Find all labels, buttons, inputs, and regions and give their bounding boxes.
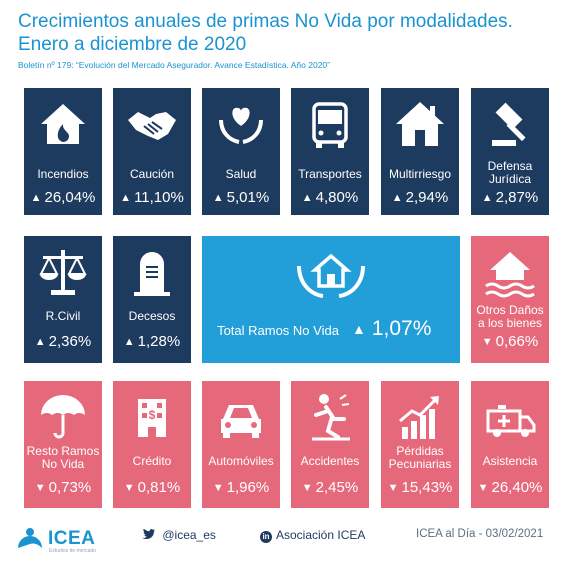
- arrow-up-icon: ▲: [120, 192, 132, 204]
- tile-accidentes: Accidentes ▼ 2,45%: [291, 381, 369, 508]
- bank-building-icon: $: [113, 389, 191, 447]
- flood-house-icon: [471, 244, 549, 302]
- tile-asistencia: Asistencia ▼ 26,40%: [471, 381, 549, 508]
- tile-value: ▼ 2,45%: [301, 479, 359, 496]
- tile-credito: $ Crédito ▼ 0,81%: [113, 381, 191, 508]
- tile-automoviles: Automóviles ▼ 1,96%: [202, 381, 280, 508]
- tile-otros-danos: Otros Daños a los bienes ▼ 0,66%: [471, 236, 549, 363]
- tile-perdidas-pecuniarias: Pérdidas Pecuniarias ▼ 15,43%: [381, 381, 459, 508]
- tile-value: ▼ 0,73%: [34, 479, 92, 496]
- tile-label: Crédito: [132, 454, 172, 468]
- tile-value: ▲ 11,10%: [120, 189, 184, 206]
- scales-icon: [24, 244, 102, 302]
- arrow-up-icon: ▲: [212, 192, 224, 204]
- arrow-up-icon: ▲: [123, 336, 135, 348]
- twitter-handle[interactable]: @icea_es: [142, 528, 216, 542]
- hands-heart-icon: [202, 96, 280, 154]
- tile-decesos: Decesos ▲ 1,28%: [113, 236, 191, 363]
- tile-label: Resto Ramos No Vida: [26, 444, 100, 471]
- tile-value: ▼ 0,81%: [123, 479, 181, 496]
- tile-label: Pérdidas Pecuniarias: [388, 444, 452, 471]
- tombstone-icon: [113, 244, 191, 302]
- arrow-up-icon: ▲: [34, 336, 46, 348]
- tile-label: Decesos: [128, 309, 176, 323]
- tile-transportes: Transportes ▲ 4,80%: [291, 88, 369, 215]
- ambulance-icon: [471, 389, 549, 447]
- arrow-down-icon: ▼: [123, 482, 135, 494]
- tile-value: ▼ 15,43%: [387, 479, 453, 496]
- tile-value: ▲ 2,87%: [481, 189, 539, 206]
- tile-total-ramos-no-vida: Total Ramos No Vida ▲ 1,07%: [202, 236, 460, 363]
- tile-caucion: Caución ▲ 11,10%: [113, 88, 191, 215]
- tile-multirriesgo: Multirriesgo ▲ 2,94%: [381, 88, 459, 215]
- tile-incendios: Incendios ▲ 26,04%: [24, 88, 102, 215]
- gavel-icon: [471, 96, 549, 154]
- arrow-up-icon: ▲: [391, 192, 403, 204]
- tile-value: ▲ 2,36%: [34, 333, 92, 350]
- tile-value: ▲ 4,80%: [301, 189, 359, 206]
- linkedin-link[interactable]: in Asociación ICEA: [260, 528, 365, 543]
- tile-value: ▲ 2,94%: [391, 189, 449, 206]
- page-title: Crecimientos anuales de primas No Vida p…: [18, 10, 558, 56]
- twitter-icon: [142, 528, 158, 542]
- tile-label: Otros Daños a los bienes: [476, 303, 544, 330]
- tile-salud: Salud ▲ 5,01%: [202, 88, 280, 215]
- linkedin-icon: in: [260, 531, 272, 543]
- tile-value: ▼ 1,96%: [212, 479, 270, 496]
- arrow-down-icon: ▼: [301, 482, 313, 494]
- car-icon: [202, 389, 280, 447]
- arrow-down-icon: ▼: [477, 482, 489, 494]
- icea-logo-icon: [14, 522, 46, 559]
- icea-logo-text: ICEA: [48, 528, 96, 549]
- arrow-down-icon: ▼: [34, 482, 46, 494]
- footer-date: ICEA al Día - 03/02/2021: [416, 528, 544, 540]
- tile-value: ▲ 1,28%: [123, 333, 181, 350]
- arrow-up-icon: ▲: [30, 192, 42, 204]
- house-icon: [381, 96, 459, 154]
- arrow-up-icon: ▲: [352, 321, 366, 337]
- tile-value: ▲ 1,07%: [352, 317, 432, 340]
- tile-label: Defensa Jurídica: [487, 159, 533, 186]
- page-subtitle: Boletín nº 179: “Evolución del Mercado A…: [18, 60, 330, 70]
- tile-value: ▲ 5,01%: [212, 189, 270, 206]
- arrow-up-icon: ▲: [301, 192, 313, 204]
- handshake-icon: [113, 96, 191, 154]
- tile-defensa-juridica: Defensa Jurídica ▲ 2,87%: [471, 88, 549, 215]
- tile-value: ▼ 26,40%: [477, 479, 543, 496]
- falling-person-icon: [291, 389, 369, 447]
- tile-value: ▼ 0,66%: [481, 333, 539, 350]
- title-line-1: Crecimientos anuales de primas No Vida p…: [18, 11, 513, 32]
- tile-label: Total Ramos No Vida: [217, 323, 339, 338]
- tile-label: Multirriesgo: [388, 167, 451, 181]
- tile-rcivil: R.Civil ▲ 2,36%: [24, 236, 102, 363]
- bus-icon: [291, 96, 369, 154]
- tile-label: Asistencia: [482, 454, 538, 468]
- svg-text:$: $: [149, 408, 156, 422]
- tile-label: Transportes: [298, 167, 362, 181]
- arrow-down-icon: ▼: [481, 336, 493, 348]
- arrow-down-icon: ▼: [387, 482, 399, 494]
- tile-label: Caución: [129, 167, 175, 181]
- title-line-2: Enero a diciembre de 2020: [18, 34, 247, 55]
- icea-logo-tagline: Estudios de mercado: [49, 548, 96, 554]
- tile-label: R.Civil: [45, 309, 81, 323]
- bar-chart-arrow-icon: [381, 389, 459, 447]
- tile-label: Automóviles: [208, 454, 274, 468]
- tile-value: ▲ 26,04%: [30, 189, 96, 206]
- tile-label: Incendios: [37, 167, 89, 181]
- arrow-down-icon: ▼: [212, 482, 224, 494]
- umbrella-icon: [24, 389, 102, 447]
- arrow-up-icon: ▲: [481, 192, 493, 204]
- tile-resto-ramos: Resto Ramos No Vida ▼ 0,73%: [24, 381, 102, 508]
- hands-house-icon: [202, 246, 460, 304]
- tile-label: Salud: [225, 167, 257, 181]
- tile-label: Accidentes: [300, 454, 360, 468]
- house-fire-icon: [24, 96, 102, 154]
